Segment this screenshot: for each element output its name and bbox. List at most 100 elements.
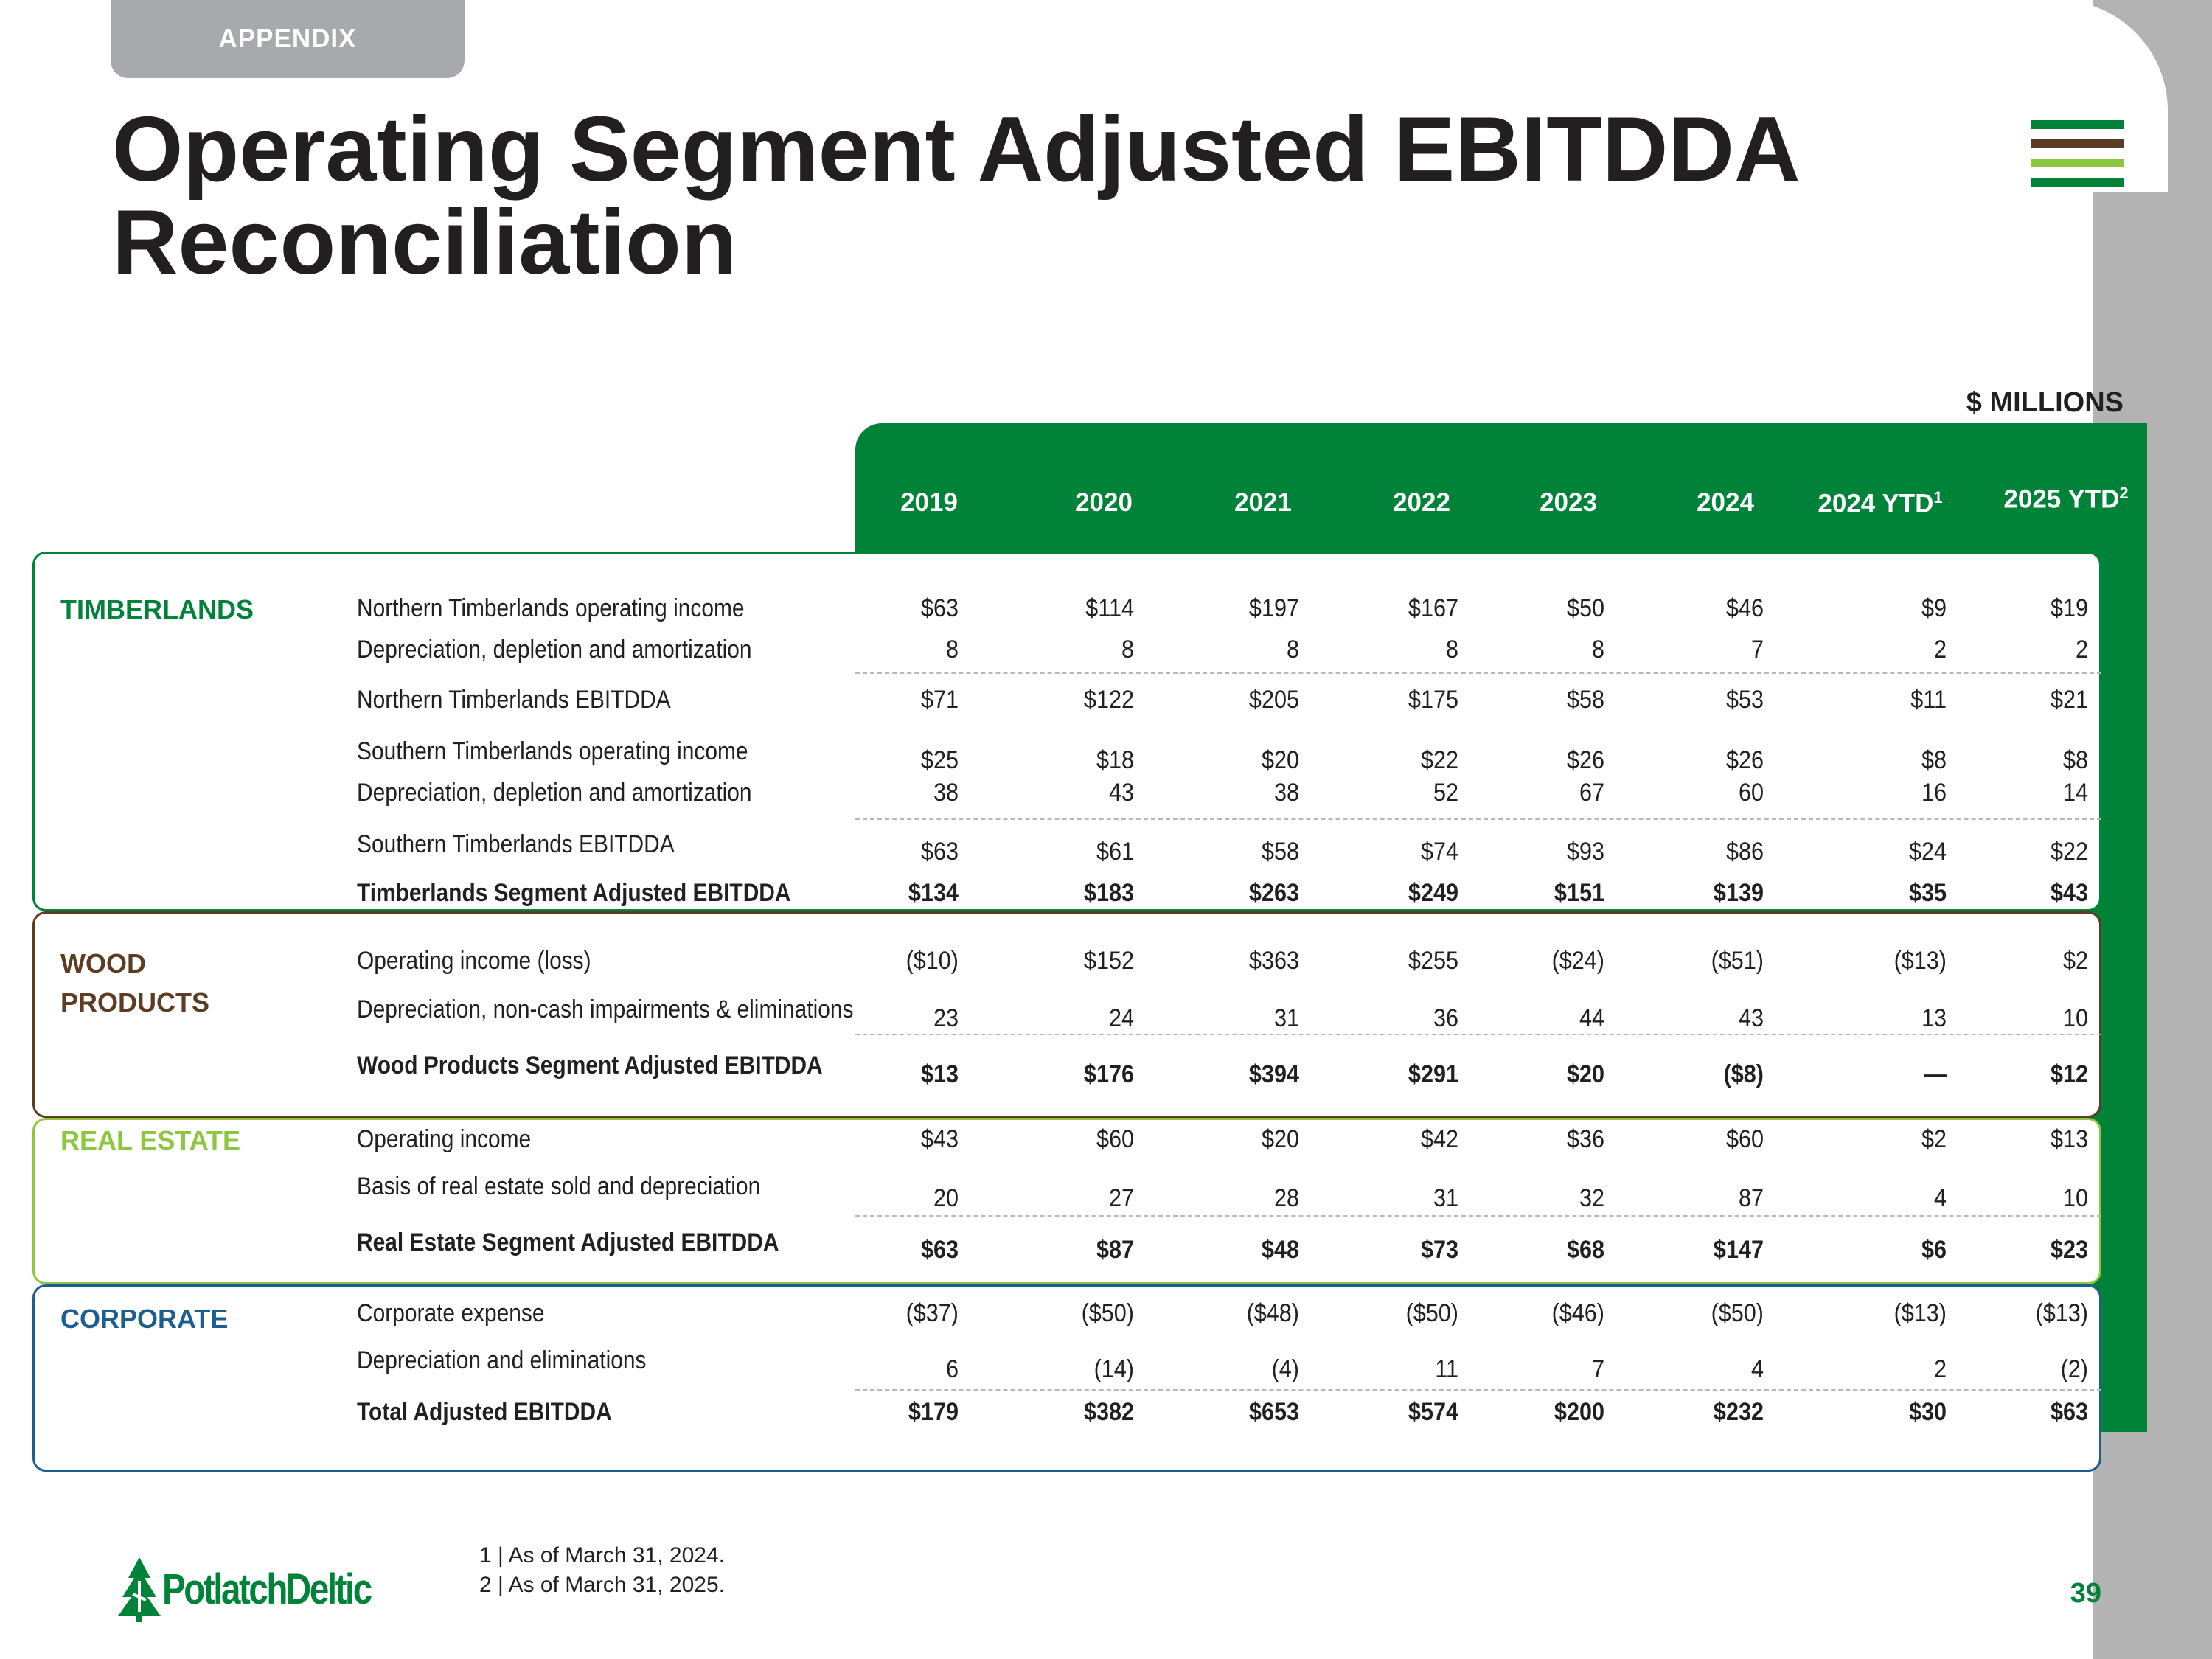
table-cell: $21 bbox=[2050, 686, 2088, 714]
footnotes: 1 | As of March 31, 2024. 2 | As of Marc… bbox=[479, 1541, 725, 1600]
table-cell: 10 bbox=[2062, 1184, 2088, 1212]
table-cell: ($37) bbox=[905, 1299, 959, 1327]
table-cell: $71 bbox=[920, 686, 959, 714]
table-cell: $68 bbox=[1566, 1236, 1604, 1264]
table-cell: 4 bbox=[1750, 1355, 1764, 1383]
table-cell: $46 bbox=[1725, 594, 1764, 622]
table-cell: $74 bbox=[1420, 838, 1458, 866]
table-cell: $151 bbox=[1554, 879, 1604, 907]
column-header-label: 2024 YTD bbox=[1818, 489, 1934, 518]
table-cell: 32 bbox=[1579, 1184, 1604, 1212]
page-number: 39 bbox=[2070, 1578, 2101, 1609]
table-cell: $48 bbox=[1261, 1236, 1299, 1264]
table-cell: 31 bbox=[1273, 1004, 1299, 1032]
table-cell: $152 bbox=[1083, 947, 1134, 975]
row-label: Depreciation and eliminations bbox=[357, 1346, 647, 1374]
table-cell: $205 bbox=[1248, 686, 1299, 714]
table-cell: $63 bbox=[2050, 1398, 2088, 1426]
row-label: Depreciation, depletion and amortization bbox=[357, 636, 752, 664]
table-cell: $26 bbox=[1725, 746, 1764, 774]
table-cell: 44 bbox=[1579, 1004, 1604, 1032]
column-header-label: 2020 bbox=[1075, 488, 1133, 517]
row-label: Real Estate Segment Adjusted EBITDDA bbox=[357, 1228, 779, 1256]
table-cell: $9 bbox=[1921, 594, 1947, 622]
units-label: $ MILLIONS bbox=[1966, 387, 2124, 418]
column-header-6: 2024 bbox=[1652, 488, 1799, 518]
table-cell: ($46) bbox=[1551, 1299, 1604, 1327]
column-header-3: 2021 bbox=[1189, 488, 1337, 518]
table-cell: — bbox=[1924, 1060, 1947, 1088]
table-cell: $43 bbox=[920, 1125, 959, 1153]
row-label: Total Adjusted EBITDDA bbox=[357, 1398, 612, 1426]
table-cell: 43 bbox=[1108, 779, 1134, 807]
segment-label-timberlands: TIMBERLANDS bbox=[60, 594, 254, 625]
tree-icon bbox=[118, 1557, 161, 1622]
table-cell: 67 bbox=[1579, 779, 1604, 807]
column-header-7: 2024 YTD1 bbox=[1806, 488, 1954, 519]
row-label: Depreciation, non-cash impairments & eli… bbox=[357, 995, 854, 1023]
table-cell: $11 bbox=[1910, 686, 1947, 714]
table-cell: $255 bbox=[1408, 947, 1458, 975]
table-cell: 2 bbox=[2075, 636, 2088, 664]
table-cell: $6 bbox=[1921, 1236, 1947, 1264]
column-header-4: 2022 bbox=[1348, 488, 1495, 518]
table-cell: (2) bbox=[2060, 1355, 2088, 1383]
column-header-label: 2025 YTD bbox=[2003, 484, 2120, 514]
table-cell: $653 bbox=[1248, 1398, 1299, 1426]
column-header-label: 2024 bbox=[1697, 488, 1754, 517]
real-estate-panel bbox=[32, 1118, 2101, 1284]
column-header-label: 2019 bbox=[900, 488, 958, 517]
table-cell: $22 bbox=[1420, 746, 1458, 774]
table-cell: $58 bbox=[1261, 838, 1299, 866]
table-cell: 60 bbox=[1738, 779, 1764, 807]
table-cell: ($50) bbox=[1405, 1299, 1458, 1327]
table-cell: $8 bbox=[1921, 746, 1947, 774]
table-cell: ($13) bbox=[1893, 1299, 1947, 1327]
footnote-marker: 2 bbox=[2119, 484, 2129, 502]
table-cell: $60 bbox=[1725, 1125, 1764, 1153]
row-label: Operating income (loss) bbox=[357, 947, 591, 975]
table-cell: $36 bbox=[1566, 1125, 1604, 1153]
table-cell: $35 bbox=[1908, 879, 1947, 907]
table-cell: $147 bbox=[1713, 1236, 1764, 1264]
row-label: Southern Timberlands EBITDDA bbox=[357, 830, 675, 858]
row-label: Northern Timberlands EBITDDA bbox=[357, 686, 671, 714]
row-label: Northern Timberlands operating income bbox=[357, 594, 745, 622]
table-cell: $13 bbox=[920, 1060, 959, 1088]
title-line-2: Reconciliation bbox=[112, 192, 737, 293]
table-cell: ($13) bbox=[1893, 947, 1947, 975]
table-cell: $63 bbox=[920, 594, 959, 622]
segment-label-wood: WOOD bbox=[60, 948, 146, 978]
column-header-label: 2022 bbox=[1393, 488, 1450, 517]
table-cell: $42 bbox=[1420, 1125, 1458, 1153]
table-cell: $18 bbox=[1096, 746, 1134, 774]
footnote-marker: 1 bbox=[1933, 488, 1943, 507]
table-cell: 13 bbox=[1921, 1004, 1947, 1032]
table-cell: ($50) bbox=[1081, 1299, 1134, 1327]
column-header-5: 2023 bbox=[1495, 488, 1642, 518]
table-cell: 11 bbox=[1435, 1355, 1458, 1383]
table-cell: 38 bbox=[933, 779, 959, 807]
table-cell: 8 bbox=[945, 636, 959, 664]
table-cell: 8 bbox=[1445, 636, 1458, 664]
table-cell: $26 bbox=[1566, 746, 1604, 774]
table-cell: $179 bbox=[908, 1398, 959, 1426]
table-cell: 87 bbox=[1738, 1184, 1764, 1212]
table-cell: $2 bbox=[2062, 947, 2088, 975]
table-cell: $20 bbox=[1261, 746, 1299, 774]
table-cell: 2 bbox=[1933, 636, 1947, 664]
table-cell: $20 bbox=[1566, 1060, 1604, 1088]
table-cell: $249 bbox=[1408, 879, 1458, 907]
table-cell: $53 bbox=[1725, 686, 1764, 714]
row-label: Corporate expense bbox=[357, 1299, 545, 1327]
row-label: Timberlands Segment Adjusted EBITDDA bbox=[357, 879, 791, 907]
table-cell: $93 bbox=[1566, 838, 1604, 866]
table-cell: $20 bbox=[1261, 1125, 1299, 1153]
table-cell: 2 bbox=[1933, 1355, 1947, 1383]
table-cell: 8 bbox=[1286, 636, 1299, 664]
table-cell: $232 bbox=[1713, 1398, 1764, 1426]
table-cell: 4 bbox=[1933, 1184, 1947, 1212]
table-cell: ($50) bbox=[1711, 1299, 1764, 1327]
timberlands-panel bbox=[32, 552, 2101, 911]
table-cell: $24 bbox=[1908, 838, 1947, 866]
